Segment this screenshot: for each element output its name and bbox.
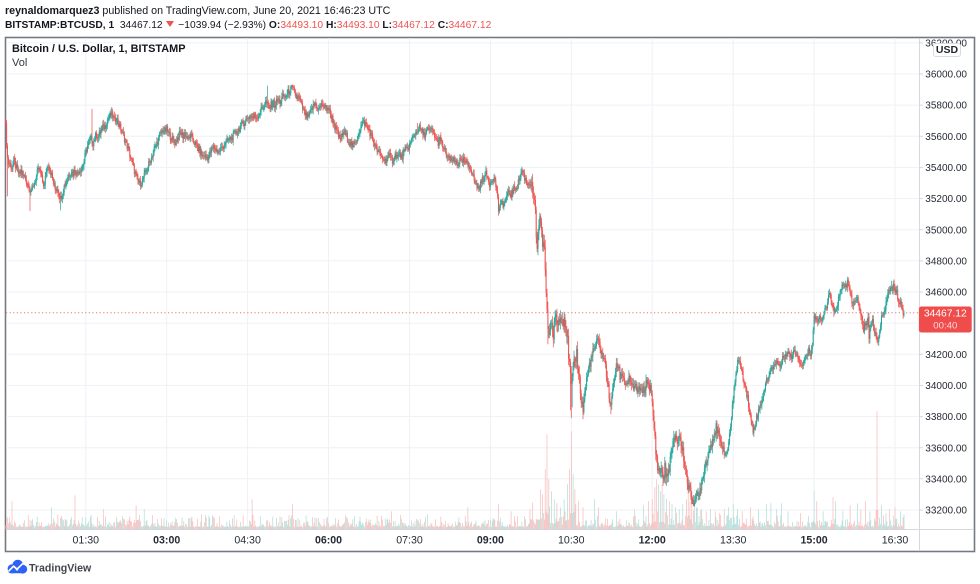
svg-text:07:30: 07:30 — [396, 535, 423, 547]
svg-text:16:30: 16:30 — [882, 535, 909, 547]
svg-text:33200.00: 33200.00 — [925, 506, 967, 517]
svg-text:09:00: 09:00 — [477, 535, 504, 547]
svg-text:34200.00: 34200.00 — [925, 350, 967, 361]
svg-text:04:30: 04:30 — [234, 535, 261, 547]
svg-text:34800.00: 34800.00 — [925, 257, 967, 268]
svg-text:35200.00: 35200.00 — [925, 194, 967, 205]
svg-text:34000.00: 34000.00 — [925, 381, 967, 392]
svg-text:13:30: 13:30 — [720, 535, 747, 547]
svg-text:10:30: 10:30 — [558, 535, 585, 547]
svg-text:33400.00: 33400.00 — [925, 474, 967, 485]
svg-text:TradingView: TradingView — [29, 563, 92, 575]
svg-text:34600.00: 34600.00 — [925, 288, 967, 299]
svg-text:01:30: 01:30 — [73, 535, 100, 547]
svg-text:35600.00: 35600.00 — [925, 132, 967, 143]
svg-text:15:00: 15:00 — [801, 535, 828, 547]
svg-text:12:00: 12:00 — [639, 535, 666, 547]
svg-text:35400.00: 35400.00 — [925, 163, 967, 174]
svg-text:00:40: 00:40 — [933, 321, 957, 332]
svg-text:35800.00: 35800.00 — [925, 101, 967, 112]
svg-text:34467.12: 34467.12 — [924, 309, 967, 320]
svg-text:33600.00: 33600.00 — [925, 443, 967, 454]
svg-text:36000.00: 36000.00 — [925, 70, 967, 81]
svg-text:06:00: 06:00 — [315, 535, 342, 547]
svg-text:35000.00: 35000.00 — [925, 225, 967, 236]
svg-text:03:00: 03:00 — [153, 535, 180, 547]
svg-text:33800.00: 33800.00 — [925, 412, 967, 423]
